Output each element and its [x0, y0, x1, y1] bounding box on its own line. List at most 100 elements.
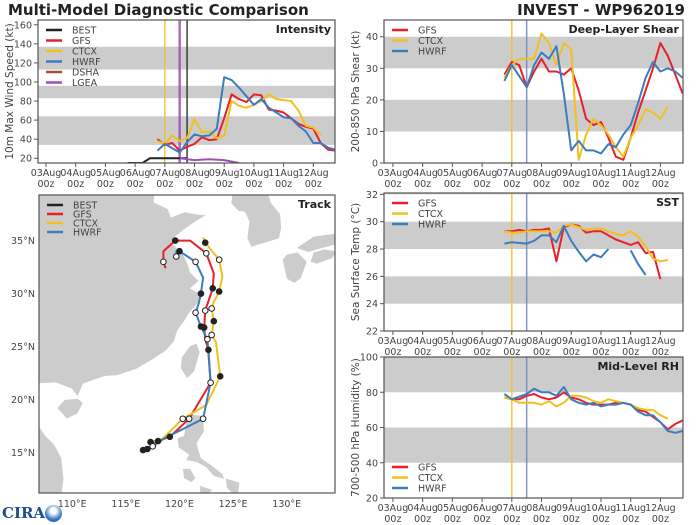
x-tick-label-date: 08Aug [526, 336, 557, 347]
x-tick-label-date: 11Aug [615, 336, 646, 347]
x-tick-label-date: 08Aug [179, 168, 210, 179]
y-tick-label: 60 [20, 116, 32, 127]
legend-label-ctcx: CTCX [418, 473, 444, 484]
panel-track: 110°E 115°E 120°E 125°E 130°E 15°N 20°N 25°N 30°… [11, 194, 336, 510]
track-marker-00z-hwrf [197, 290, 205, 297]
track-marker-00z-hwrf [176, 247, 183, 255]
landmass-samar [225, 477, 240, 493]
y-tick-label: 28 [366, 245, 378, 256]
y-tick-label: 80 [20, 97, 32, 108]
landmass-vietnam [39, 425, 64, 493]
x-tick-label-hour: 00z [503, 179, 520, 190]
x-tick-label-hour: 00z [156, 179, 173, 190]
panel-sst: 22242628303203Aug00z04Aug00z05Aug00z06Au… [350, 190, 684, 358]
legend-label-ctcx: CTCX [73, 219, 99, 230]
x-tick-label-date: 09Aug [556, 503, 587, 514]
x-tick-label-hour: 00z [384, 179, 401, 190]
track-marker-00z-ctcx [215, 288, 223, 295]
longitude-label: 130°E [272, 499, 301, 510]
x-tick-label-date: 05Aug [437, 336, 468, 347]
x-tick-label-hour: 00z [474, 347, 491, 358]
x-tick-label-date: 04Aug [60, 168, 91, 179]
storm-id-title: INVEST - WP962019 [517, 1, 685, 19]
track-marker-12z-hwrf [199, 415, 207, 423]
y-axis-label: 700-500 hPa Humidity (%) [350, 358, 362, 497]
x-tick-label-hour: 00z [563, 347, 580, 358]
series-line-gfs [504, 391, 683, 431]
legend-label-gfs: GFS [73, 210, 92, 221]
track-marker-12z-gfs [185, 415, 193, 423]
map-frame [38, 194, 336, 494]
track-marker-12z-hwrf [192, 258, 199, 266]
x-tick-label-date: 04Aug [407, 336, 438, 347]
y-axis-label: 10m Max Wind Speed (kt) [4, 23, 16, 159]
x-tick-label-date: 12Aug [645, 336, 676, 347]
x-tick-label-hour: 00z [503, 514, 520, 525]
series-line-ctcx [503, 32, 669, 161]
y-tick-label: 32 [366, 190, 378, 201]
legend-label-best: BEST [72, 26, 97, 37]
series-line-hwrf [156, 76, 335, 154]
plot-frame [383, 192, 684, 332]
y-tick-label: 30 [366, 64, 378, 75]
x-tick-label-hour: 00z [592, 347, 609, 358]
x-tick-label-hour: 00z [414, 347, 431, 358]
longitude-label: 110°E [58, 499, 87, 510]
panel-title: Track [298, 198, 332, 211]
y-tick-label: 30 [366, 217, 378, 228]
legend-label-lgea: LGEA [72, 78, 98, 89]
longitude-label: 115°E [111, 499, 140, 510]
panel-title: Mid-Level RH [597, 360, 679, 373]
y-tick-label: 10 [366, 127, 378, 138]
x-tick-label-hour: 00z [563, 514, 580, 525]
track-marker-12z-gfs [160, 258, 167, 266]
x-tick-label-date: 10Aug [239, 168, 270, 179]
track-marker-12z-gfs [203, 250, 210, 257]
x-tick-label-date: 09Aug [209, 168, 240, 179]
series-line-hwrf [503, 45, 683, 155]
x-tick-label-hour: 00z [563, 179, 580, 190]
shaded-band [384, 276, 683, 304]
legend-label-hwrf: HWRF [72, 57, 101, 68]
x-tick-label-date: 10Aug [586, 168, 617, 179]
shaded-band [384, 427, 683, 463]
x-tick-label-date: 12Aug [645, 503, 676, 514]
x-tick-label-date: 07Aug [496, 168, 527, 179]
track-marker-00z-gfs [166, 433, 174, 441]
latitude-label: 20°N [11, 395, 35, 406]
series-line-lgea [179, 157, 240, 163]
legend-label-gfs: GFS [72, 36, 91, 47]
x-tick-label-hour: 00z [414, 179, 431, 190]
cira-logo: CIRA [2, 503, 62, 523]
plot-content [384, 193, 683, 331]
x-tick-label-hour: 00z [384, 347, 401, 358]
x-tick-label-date: 11Aug [615, 168, 646, 179]
track-marker-12z-ctcx [179, 415, 187, 423]
landmass-korea [230, 195, 282, 248]
y-tick-label: 140 [14, 39, 32, 50]
x-tick-label-hour: 00z [444, 514, 461, 525]
landmass-honshu [295, 233, 335, 253]
track-marker-12z-ctcx [208, 305, 215, 312]
y-tick-label: 60 [366, 423, 378, 434]
track-marker-12z-gfs [207, 379, 214, 387]
legend-label-hwrf: HWRF [418, 484, 447, 495]
legend-label-dsha: DSHA [72, 68, 99, 79]
x-tick-label-hour: 00z [533, 179, 550, 190]
y-axis-label: Sea Surface Temp (°C) [350, 203, 362, 321]
x-tick-label-date: 10Aug [586, 336, 617, 347]
x-tick-label-date: 05Aug [437, 503, 468, 514]
latitude-label: 30°N [11, 289, 35, 300]
x-tick-label-hour: 00z [652, 179, 669, 190]
plot-content [38, 20, 335, 163]
y-axis-label: 200-850 hPa Shear (kt) [350, 31, 362, 153]
x-tick-label-hour: 00z [533, 347, 550, 358]
x-tick-label-date: 04Aug [407, 503, 438, 514]
logo-globe-icon [45, 505, 62, 522]
y-tick-label: 160 [14, 20, 32, 31]
x-tick-label-date: 05Aug [437, 168, 468, 179]
x-tick-label-hour: 00z [444, 347, 461, 358]
y-tick-label: 20 [20, 154, 32, 165]
landmass-hainan [56, 398, 84, 420]
